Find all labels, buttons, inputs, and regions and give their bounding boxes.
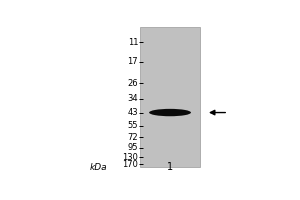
Text: 43: 43 <box>128 108 138 117</box>
Text: 170: 170 <box>122 160 138 169</box>
Text: 17: 17 <box>128 57 138 66</box>
Bar <box>140 27 200 167</box>
Text: 55: 55 <box>128 121 138 130</box>
Text: 95: 95 <box>128 143 138 152</box>
Text: 11: 11 <box>128 38 138 47</box>
Text: 130: 130 <box>122 153 138 162</box>
Text: 72: 72 <box>128 133 138 142</box>
Text: 1: 1 <box>167 162 173 172</box>
Text: 26: 26 <box>128 79 138 88</box>
Text: 34: 34 <box>128 94 138 103</box>
Text: kDa: kDa <box>90 163 107 172</box>
Ellipse shape <box>149 109 191 116</box>
